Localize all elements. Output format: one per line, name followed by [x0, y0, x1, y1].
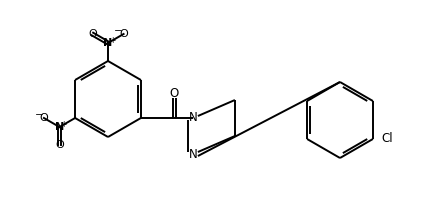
Text: O: O	[88, 29, 97, 39]
Text: −: −	[35, 110, 43, 120]
Text: Cl: Cl	[381, 132, 393, 146]
Text: N: N	[55, 122, 64, 132]
Text: N: N	[188, 110, 197, 124]
Text: O: O	[55, 140, 64, 150]
Text: O: O	[170, 87, 179, 100]
Text: N: N	[103, 38, 113, 48]
Text: O: O	[119, 29, 128, 39]
Text: +: +	[109, 35, 115, 45]
Text: N: N	[188, 148, 197, 162]
Text: O: O	[39, 113, 48, 123]
Text: +: +	[60, 120, 67, 129]
Text: −: −	[114, 26, 123, 36]
